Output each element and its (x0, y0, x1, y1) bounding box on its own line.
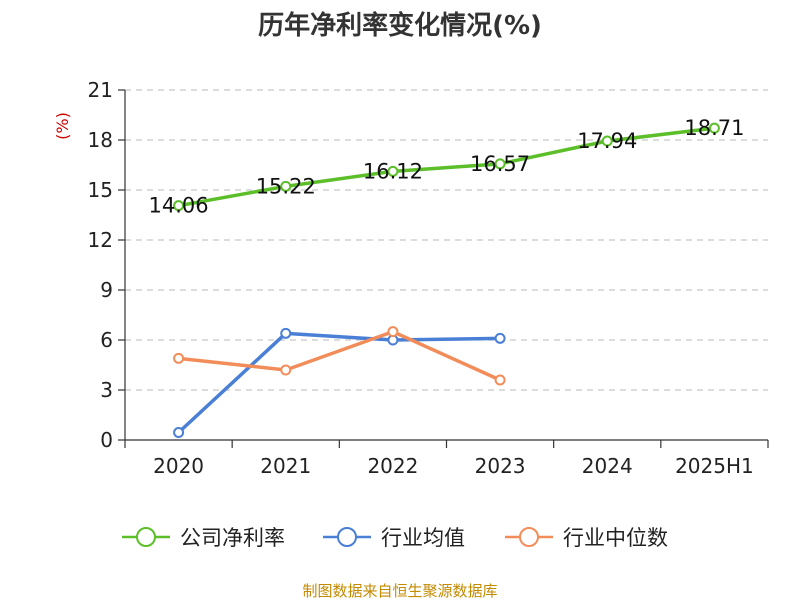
data-point[interactable] (280, 180, 292, 192)
x-tick-label: 2022 (367, 454, 418, 478)
legend-marker (136, 527, 156, 547)
x-tick-label: 2024 (582, 454, 633, 478)
data-point[interactable] (280, 364, 292, 376)
y-tick-label: 6 (100, 328, 113, 352)
series-line (176, 329, 502, 382)
data-label: 17.94 (577, 129, 637, 153)
data-label: 18.71 (684, 116, 744, 140)
y-tick-label: 15 (88, 178, 113, 202)
data-point[interactable] (708, 122, 720, 134)
y-tick-label: 9 (100, 278, 113, 302)
data-point[interactable] (601, 135, 613, 147)
y-tick-label: 0 (100, 428, 113, 452)
data-point[interactable] (173, 427, 185, 438)
x-tick-label: 2020 (153, 454, 204, 478)
legend-item[interactable]: 行业均值 (323, 526, 465, 550)
legend-label: 行业中位数 (563, 526, 668, 550)
data-label: 16.57 (470, 152, 530, 176)
source-label: 制图数据来自恒生聚源数据库 (302, 582, 497, 600)
x-tick-label: 2021 (260, 454, 311, 478)
x-tick-label: 2023 (475, 454, 526, 478)
data-point[interactable] (494, 332, 506, 344)
series-line (176, 126, 717, 208)
legend-marker (337, 527, 357, 547)
y-tick-label: 3 (100, 378, 113, 402)
data-point[interactable] (173, 352, 185, 364)
data-point[interactable] (387, 326, 399, 338)
x-tick-label: 2025H1 (675, 454, 754, 478)
chart-title: 历年净利率变化情况(%) (258, 10, 542, 41)
data-label: 14.06 (149, 194, 209, 218)
legend-label: 公司净利率 (180, 526, 285, 550)
data-point[interactable] (494, 158, 506, 170)
series-layer (173, 122, 720, 438)
series-3 (173, 326, 506, 386)
y-tick-label: 21 (88, 78, 113, 102)
legend-item[interactable]: 公司净利率 (122, 526, 285, 550)
legend-marker (519, 527, 539, 547)
series-2 (173, 327, 506, 438)
data-point[interactable] (387, 165, 399, 177)
data-point[interactable] (280, 327, 292, 339)
y-tick-label: 18 (88, 128, 113, 152)
axes: 0 3 6 9 12 15 18 21 2020 2021 2022 2023 2024 2025H1 (88, 78, 769, 478)
data-label: 15.22 (256, 174, 316, 198)
legend-item[interactable]: 行业中位数 (505, 526, 668, 550)
legend[interactable]: 公司净利率 行业均值 行业中位数 (122, 526, 668, 550)
y-axis-unit-label: (%) (53, 112, 72, 140)
data-labels: 14.06 15.22 16.12 16.57 17.94 18.71 (149, 116, 745, 218)
series-1 (173, 122, 720, 212)
data-point[interactable] (173, 200, 185, 212)
series-line (176, 331, 502, 435)
data-point[interactable] (494, 374, 506, 386)
legend-label: 行业均值 (381, 526, 465, 550)
y-tick-label: 12 (88, 228, 113, 252)
data-label: 16.12 (363, 159, 423, 183)
